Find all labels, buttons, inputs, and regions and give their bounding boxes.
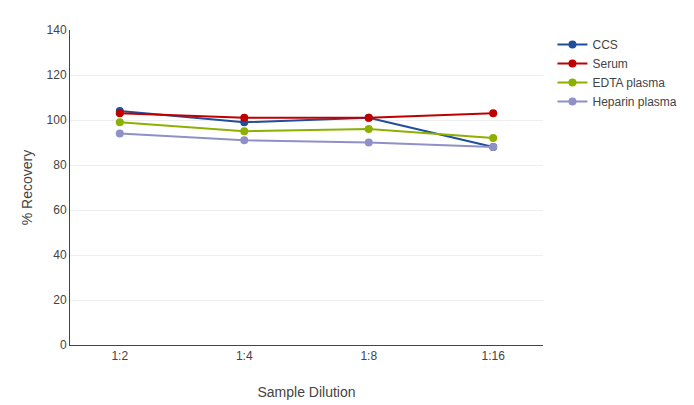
svg-text:120: 120 [47,68,67,82]
svg-text:Sample Dilution: Sample Dilution [257,384,355,400]
svg-text:0: 0 [60,338,67,352]
svg-text:20: 20 [53,293,67,307]
svg-text:Heparin plasma: Heparin plasma [592,95,676,109]
svg-text:Serum: Serum [592,57,627,71]
svg-text:1:8: 1:8 [360,349,377,363]
svg-text:1:4: 1:4 [236,349,253,363]
svg-text:80: 80 [53,158,67,172]
svg-text:EDTA plasma: EDTA plasma [592,76,665,90]
svg-text:1:16: 1:16 [482,349,506,363]
svg-text:CCS: CCS [592,38,617,52]
svg-text:40: 40 [53,248,67,262]
svg-text:60: 60 [53,203,67,217]
svg-text:100: 100 [47,113,67,127]
svg-text:1:2: 1:2 [111,349,128,363]
svg-text:% Recovery: % Recovery [19,150,35,225]
svg-text:140: 140 [47,23,67,37]
